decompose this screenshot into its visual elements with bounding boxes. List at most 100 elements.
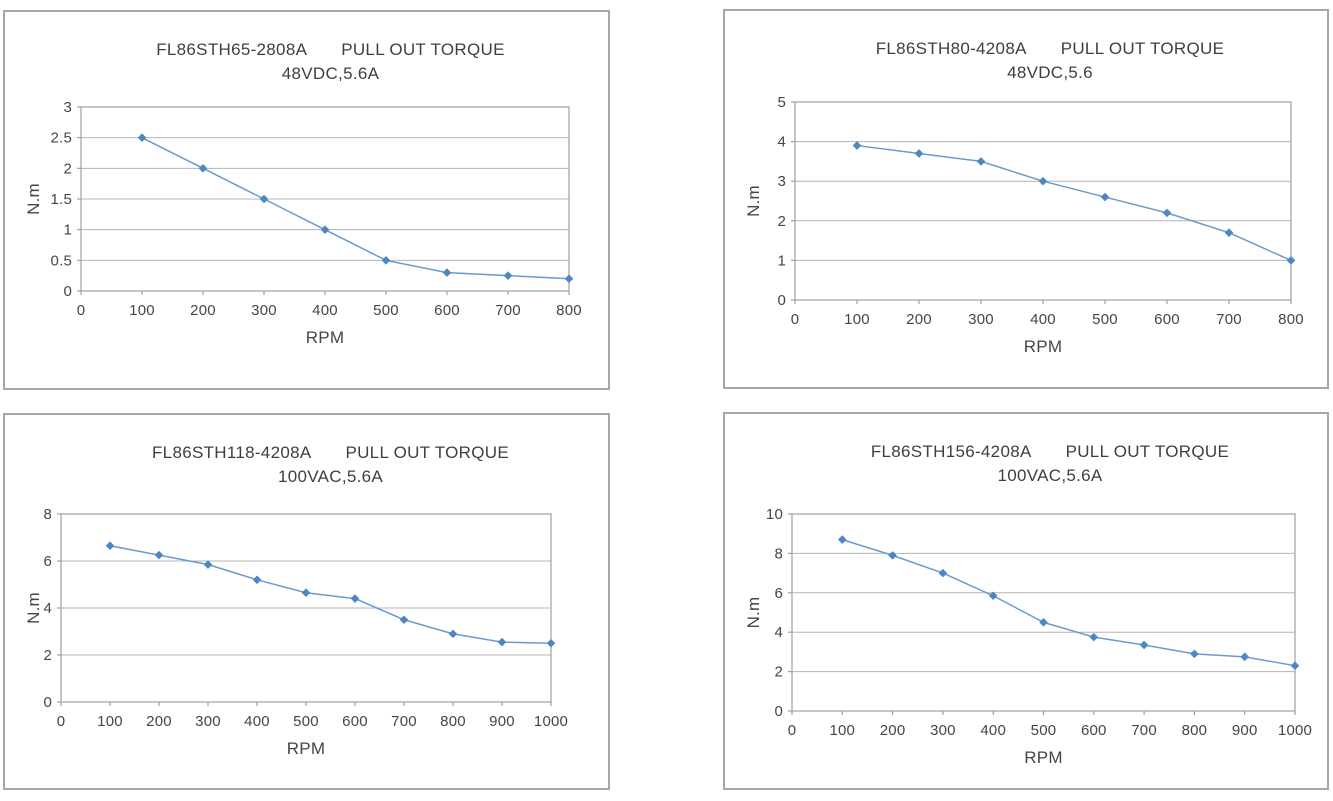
svg-text:0: 0: [791, 311, 800, 328]
svg-text:6: 6: [43, 553, 52, 570]
svg-text:1: 1: [63, 222, 72, 239]
svg-text:0: 0: [774, 703, 783, 720]
svg-text:200: 200: [190, 302, 216, 319]
svg-text:0: 0: [63, 283, 72, 300]
x-axis-label: RPM: [287, 739, 325, 758]
svg-text:1000: 1000: [1278, 722, 1312, 739]
y-axis-label: N.m: [744, 185, 763, 217]
x-tick-labels: 0 100 200 300 400 500 600 700 800 900 1000: [57, 702, 568, 730]
torque-curve-chart: 0 0.5 1 1.5 2 2.5 3 0 100 200 300 400 500 600 700 800 RP…: [24, 99, 582, 347]
chart-panel-fl86sth156: FL86STH156-4208A PULL OUT TORQUE 100VAC,5…: [723, 412, 1329, 790]
series-line: [109, 544, 552, 644]
svg-text:700: 700: [391, 713, 417, 730]
svg-text:700: 700: [1131, 722, 1157, 739]
svg-text:8: 8: [43, 506, 52, 523]
series-line: [856, 144, 1292, 262]
svg-text:500: 500: [373, 302, 399, 319]
series-line: [141, 136, 570, 280]
svg-text:800: 800: [1278, 311, 1304, 328]
svg-text:0: 0: [77, 302, 86, 319]
svg-text:800: 800: [556, 302, 582, 319]
svg-text:3: 3: [63, 99, 72, 116]
svg-text:100: 100: [829, 722, 855, 739]
x-tick-labels: 0 100 200 300 400 500 600 700 800: [791, 300, 1304, 328]
plot-border: [794, 101, 1292, 301]
svg-text:100: 100: [97, 713, 123, 730]
torque-curve-chart: 0 1 2 3 4 5 0 100 200 300 400 500 600 700 800 RPM N.m: [744, 94, 1304, 356]
svg-text:0: 0: [777, 292, 786, 309]
svg-text:N.m: N.m: [744, 597, 763, 629]
svg-text:0: 0: [57, 713, 66, 730]
grid-lines: [81, 106, 569, 292]
series-line: [842, 538, 1296, 667]
svg-text:500: 500: [1031, 722, 1057, 739]
svg-text:0.5: 0.5: [51, 252, 72, 269]
svg-text:200: 200: [146, 713, 172, 730]
svg-text:4: 4: [774, 624, 783, 641]
svg-text:400: 400: [312, 302, 338, 319]
x-axis-label: RPM: [1024, 748, 1062, 767]
chart-panel-fl86sth118: FL86STH118-4208A PULL OUT TORQUE 100VAC,5…: [3, 413, 610, 790]
x-axis-label: RPM: [306, 328, 344, 347]
y-tick-labels: 0 1 2 3 4 5: [777, 94, 795, 309]
data-point-markers: [838, 535, 1300, 670]
svg-text:2: 2: [777, 213, 786, 230]
svg-text:300: 300: [968, 311, 994, 328]
svg-text:600: 600: [434, 302, 460, 319]
svg-text:8: 8: [774, 545, 783, 562]
torque-curve-chart: 0 2 4 6 8 0 100 200 300 400 500 600 700 800 900 1000 RPM…: [24, 506, 568, 758]
svg-text:4: 4: [43, 600, 52, 617]
y-tick-labels: 0 0.5 1 1.5 2 2.5 3: [51, 99, 81, 300]
svg-text:3: 3: [777, 173, 786, 190]
svg-text:5: 5: [777, 94, 786, 111]
svg-text:600: 600: [1154, 311, 1180, 328]
grid-lines: [61, 513, 551, 703]
svg-text:600: 600: [342, 713, 368, 730]
y-tick-labels: 0 2 4 6 8 10: [766, 506, 792, 720]
svg-text:0: 0: [788, 722, 797, 739]
chart-panel-fl86sth80: FL86STH80-4208A PULL OUT TORQUE 48VDC,5.6…: [723, 9, 1329, 389]
x-tick-labels: 0 100 200 300 400 500 600 700 800 900 1000: [788, 711, 1312, 739]
svg-text:500: 500: [1092, 311, 1118, 328]
svg-text:2: 2: [63, 160, 72, 177]
svg-text:10: 10: [766, 506, 783, 523]
chart-panel-fl86sth65: FL86STH65-2808A PULL OUT TORQUE 48VDC,5.6…: [3, 10, 610, 390]
svg-text:N.m: N.m: [744, 185, 763, 217]
svg-text:300: 300: [930, 722, 956, 739]
svg-text:300: 300: [251, 302, 277, 319]
svg-text:200: 200: [880, 722, 906, 739]
svg-text:2: 2: [774, 664, 783, 681]
grid-lines: [795, 101, 1291, 301]
svg-text:600: 600: [1081, 722, 1107, 739]
svg-text:100: 100: [129, 302, 155, 319]
grid-lines: [792, 513, 1295, 712]
svg-text:900: 900: [1232, 722, 1258, 739]
svg-text:2.5: 2.5: [51, 130, 72, 147]
y-axis-label: N.m: [24, 183, 43, 215]
svg-text:0: 0: [43, 694, 52, 711]
y-axis-label: N.m: [24, 592, 43, 624]
x-tick-labels: 0 100 200 300 400 500 600 700 800: [77, 291, 582, 319]
svg-text:300: 300: [195, 713, 221, 730]
svg-text:4: 4: [777, 134, 786, 151]
svg-text:400: 400: [1030, 311, 1056, 328]
data-point-markers: [852, 141, 1296, 265]
svg-text:N.m: N.m: [24, 592, 43, 624]
svg-text:1: 1: [777, 252, 786, 269]
svg-text:N.m: N.m: [24, 183, 43, 215]
svg-text:400: 400: [244, 713, 270, 730]
x-axis-label: RPM: [1024, 337, 1062, 356]
svg-text:1000: 1000: [534, 713, 568, 730]
plot-border: [791, 513, 1296, 712]
y-tick-labels: 0 2 4 6 8: [43, 506, 61, 711]
svg-text:200: 200: [906, 311, 932, 328]
svg-text:2: 2: [43, 647, 52, 664]
svg-text:800: 800: [1182, 722, 1208, 739]
svg-text:6: 6: [774, 585, 783, 602]
y-axis-label: N.m: [744, 597, 763, 629]
svg-text:100: 100: [844, 311, 870, 328]
svg-text:500: 500: [293, 713, 319, 730]
svg-text:1.5: 1.5: [51, 191, 72, 208]
svg-text:700: 700: [1216, 311, 1242, 328]
